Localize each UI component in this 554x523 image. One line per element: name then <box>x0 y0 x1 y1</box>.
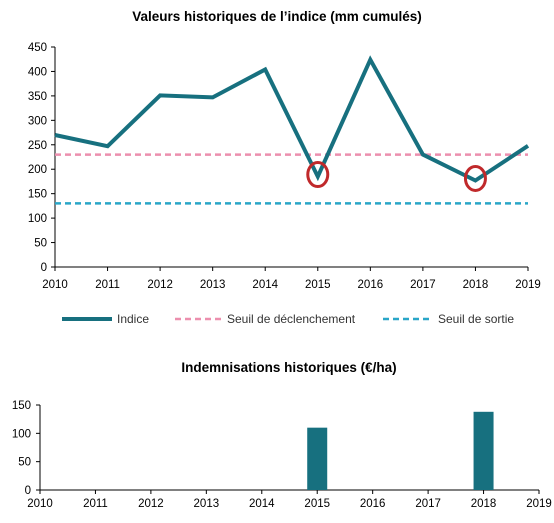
bar-x-tick-label: 2017 <box>415 498 441 510</box>
x-tick-label: 2015 <box>305 279 331 291</box>
bar-x-tick-label: 2019 <box>526 498 552 510</box>
highlight-circle-annotation <box>306 161 330 189</box>
bar-chart: 0 50 100 150 2010 2011 2012 2013 2014 2015 2016 201… <box>12 400 552 510</box>
bar-x-tick-label: 2015 <box>304 498 330 510</box>
x-tick-label: 2016 <box>358 279 384 291</box>
line-chart: 0 50 100 150 200 250 300 350 400 450 2010 2011 2012 2… <box>28 42 541 291</box>
bar-x-tick-label: 2018 <box>471 498 497 510</box>
legend-seuil-declenchement-label: Seuil de déclenchement <box>227 312 356 326</box>
y-tick-label: 300 <box>28 115 47 127</box>
bar-y-tick-label: 100 <box>12 428 31 440</box>
x-tick-label: 2011 <box>95 279 120 291</box>
legend-seuil-sortie-label: Seuil de sortie <box>438 312 514 326</box>
y-tick-label: 100 <box>28 213 47 225</box>
highlight-circle-annotation <box>463 164 487 192</box>
bar-y-tick-label: 150 <box>12 400 31 412</box>
x-tick-label: 2018 <box>463 279 489 291</box>
x-tick-label: 2014 <box>252 279 278 291</box>
line-chart-title: Valeurs historiques de l’indice (mm cumu… <box>132 9 422 24</box>
bar-x-tick-label: 2016 <box>360 498 386 510</box>
x-tick-label: 2019 <box>515 279 541 291</box>
bar-x-tick-label: 2010 <box>27 498 53 510</box>
x-tick-label: 2013 <box>200 279 226 291</box>
bar-y-tick-label: 50 <box>18 457 31 469</box>
bar-chart-title: Indemnisations historiques (€/ha) <box>181 360 396 375</box>
bar-x-tick-label: 2014 <box>249 498 275 510</box>
line-chart-legend: Indice Seuil de déclenchement Seuil de sor… <box>62 312 514 326</box>
series-line-indice <box>54 55 530 183</box>
y-tick-label: 400 <box>28 66 47 78</box>
legend-indice-label: Indice <box>117 312 149 326</box>
bar-x-tick-label: 2013 <box>194 498 220 510</box>
bar-2015 <box>307 427 328 490</box>
y-tick-label: 350 <box>28 91 47 103</box>
y-tick-label: 250 <box>28 140 47 152</box>
y-tick-label: 150 <box>28 189 47 201</box>
y-tick-label: 50 <box>34 238 47 250</box>
bar-x-tick-label: 2012 <box>138 498 164 510</box>
y-tick-label: 450 <box>28 42 47 54</box>
y-tick-label: 0 <box>41 262 47 274</box>
bar-x-tick-label: 2011 <box>83 498 108 510</box>
bar-y-tick-label: 0 <box>25 485 31 497</box>
x-tick-label: 2017 <box>410 279 436 291</box>
x-tick-label: 2012 <box>147 279 173 291</box>
x-tick-label: 2010 <box>42 279 68 291</box>
y-tick-label: 200 <box>28 164 47 176</box>
bar-2018 <box>473 411 494 490</box>
